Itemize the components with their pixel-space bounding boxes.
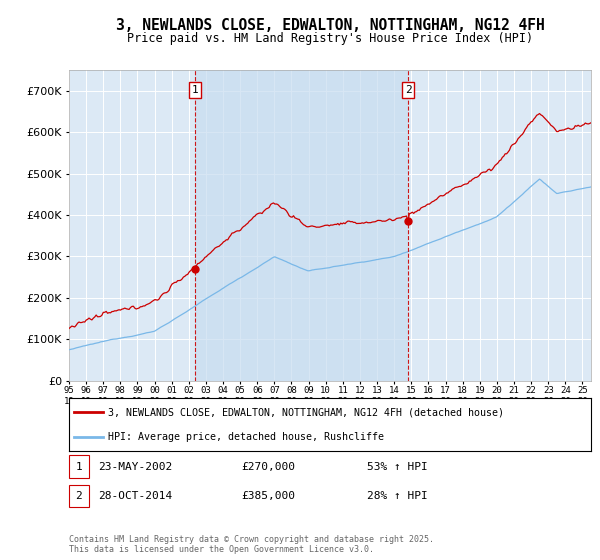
Text: 2: 2 bbox=[76, 491, 82, 501]
Text: 28% ↑ HPI: 28% ↑ HPI bbox=[367, 491, 427, 501]
Text: 28-OCT-2014: 28-OCT-2014 bbox=[98, 491, 172, 501]
Text: 3, NEWLANDS CLOSE, EDWALTON, NOTTINGHAM, NG12 4FH (detached house): 3, NEWLANDS CLOSE, EDWALTON, NOTTINGHAM,… bbox=[108, 408, 504, 418]
FancyBboxPatch shape bbox=[69, 455, 89, 478]
FancyBboxPatch shape bbox=[69, 485, 89, 507]
Text: Price paid vs. HM Land Registry's House Price Index (HPI): Price paid vs. HM Land Registry's House … bbox=[127, 31, 533, 45]
Text: £270,000: £270,000 bbox=[241, 461, 295, 472]
Text: 1: 1 bbox=[76, 461, 82, 472]
Text: 53% ↑ HPI: 53% ↑ HPI bbox=[367, 461, 427, 472]
Text: £385,000: £385,000 bbox=[241, 491, 295, 501]
Text: 1: 1 bbox=[192, 85, 199, 95]
Text: 3, NEWLANDS CLOSE, EDWALTON, NOTTINGHAM, NG12 4FH: 3, NEWLANDS CLOSE, EDWALTON, NOTTINGHAM,… bbox=[116, 18, 544, 32]
Text: 23-MAY-2002: 23-MAY-2002 bbox=[98, 461, 172, 472]
Text: Contains HM Land Registry data © Crown copyright and database right 2025.
This d: Contains HM Land Registry data © Crown c… bbox=[69, 535, 434, 554]
Text: 2: 2 bbox=[405, 85, 412, 95]
Text: HPI: Average price, detached house, Rushcliffe: HPI: Average price, detached house, Rush… bbox=[108, 432, 384, 442]
Bar bbox=[196, 70, 408, 381]
